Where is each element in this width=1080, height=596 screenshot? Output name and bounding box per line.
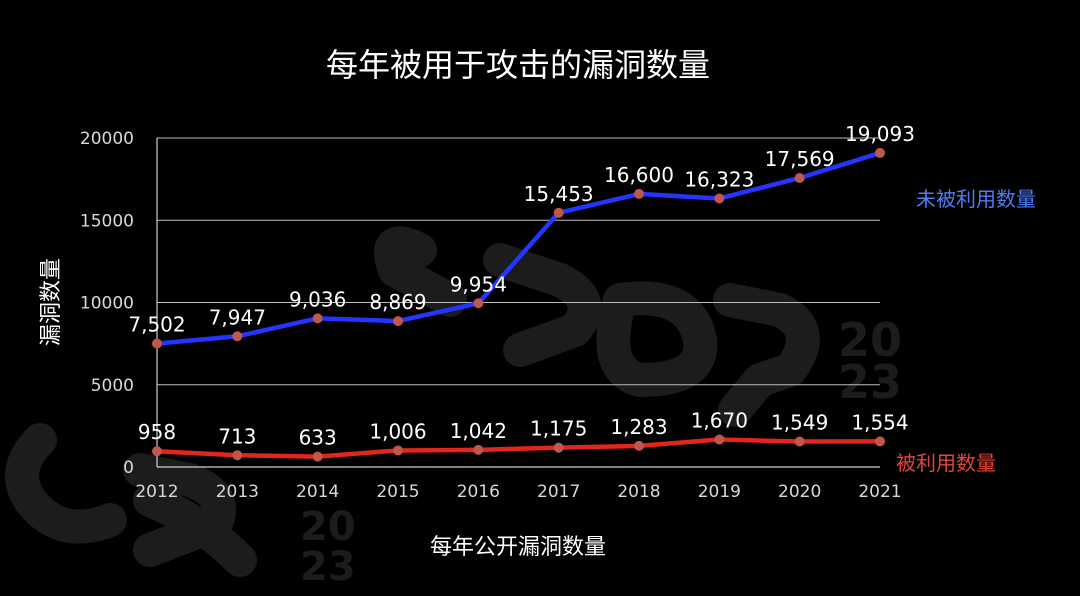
data-point [312,313,323,324]
data-label: 1,006 [369,419,426,443]
x-tick-label: 2015 [376,482,419,502]
data-point [553,207,564,218]
data-label: 1,175 [530,417,587,441]
data-point [875,147,885,158]
y-axis-title: 漏洞数量 [39,258,64,346]
data-label: 1,670 [691,409,748,433]
data-label: 1,042 [450,419,507,443]
data-label: 7,502 [128,313,185,337]
data-point [312,451,323,462]
data-point [634,188,644,199]
data-point [393,316,403,327]
svg-text:20: 20 [838,313,902,367]
data-label: 15,453 [524,182,594,206]
x-tick-label: 2020 [778,482,821,502]
x-tick-label: 2019 [698,482,741,502]
x-tick-label: 2014 [296,482,339,502]
data-point [553,442,564,453]
data-label: 16,600 [604,163,674,187]
data-label: 7,947 [209,305,266,329]
data-label: 19,093 [845,122,915,146]
x-tick-label: 2017 [537,482,580,502]
data-point [232,331,243,342]
data-point [232,450,243,461]
y-tick-label: 5000 [91,376,134,396]
series-line [154,150,883,346]
y-tick-label: 10000 [80,294,134,314]
data-label: 1,283 [610,415,667,439]
data-label: 9,036 [289,287,346,311]
gridlines [157,137,880,386]
data-label: 9,954 [450,272,507,296]
data-label: 1,554 [851,410,908,434]
watermark-logo: 20 23 20 23 [5,226,902,590]
data-point [794,436,805,447]
y-tick-labels: 0 5000 10000 15000 20000 [80,129,134,478]
series-line [154,437,883,459]
y-tick-label: 0 [123,458,134,478]
legend-label-exploited: 被利用数量 [896,451,996,475]
data-point [473,444,484,455]
data-label: 17,569 [765,147,835,171]
x-tick-labels: 2012 2013 2014 2015 2016 2017 2018 2019 2020 2021 [135,482,901,502]
svg-text:23: 23 [300,544,356,590]
data-point [152,446,162,457]
data-label: 1,549 [771,411,828,435]
legend-label-unexploited: 未被利用数量 [916,187,1036,211]
data-point [794,172,805,183]
x-tick-label: 2013 [216,482,259,502]
x-axis-title: 每年公开漏洞数量 [430,535,606,560]
x-tick-label: 2012 [135,482,178,502]
y-tick-label: 15000 [80,211,134,231]
x-tick-label: 2016 [457,482,500,502]
y-tick-label: 20000 [80,129,134,149]
svg-text:20: 20 [300,504,356,550]
series-exploited: 958 713 633 1,006 1,042 1,175 1,283 1,670 1,549 1… [138,409,909,462]
data-point [714,434,725,445]
data-point [473,298,484,309]
series-unexploited: 7,502 7,947 9,036 8,869 9,954 15,453 16,600 16,… [128,122,915,349]
chart-title: 每年被用于攻击的漏洞数量 [326,46,710,84]
series-layer: 7,502 7,947 9,036 8,869 9,954 15,453 16,600 16,… [128,122,915,462]
x-tick-label: 2021 [858,482,901,502]
data-label: 8,869 [369,290,426,314]
x-tick-label: 2018 [617,482,660,502]
data-label: 713 [218,424,256,448]
data-label: 633 [299,426,337,450]
data-label: 958 [138,420,176,444]
data-label: 16,323 [684,167,754,191]
data-point [714,193,725,204]
data-point [634,440,644,451]
data-point [152,338,162,349]
data-point [875,436,885,447]
svg-text:23: 23 [838,355,902,409]
data-point [393,445,403,456]
